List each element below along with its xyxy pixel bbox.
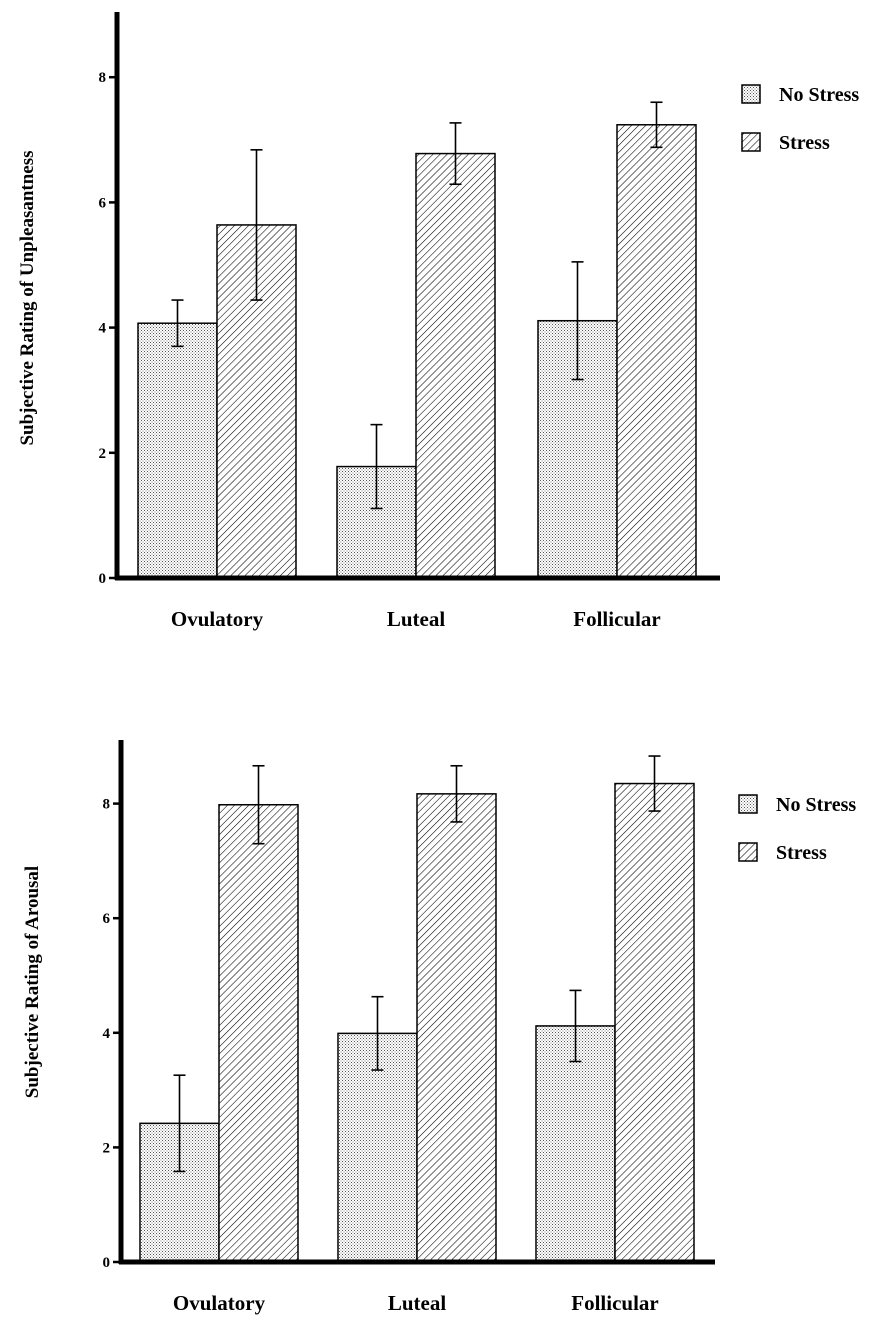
legend-label: No Stress (779, 84, 859, 106)
y-tick-label: 6 (99, 195, 107, 211)
y-axis-title: Subjective Rating of Arousal (22, 866, 43, 1098)
x-tick-label: Ovulatory (173, 1291, 266, 1315)
bar-stress-ovulatory (218, 803, 299, 1263)
bar-stress-follicular (614, 782, 695, 1263)
bar-stress-follicular (616, 124, 697, 579)
legend-label: Stress (779, 132, 830, 154)
y-axis-title: Subjective Rating of Unpleasantness (17, 150, 38, 445)
legend-swatch (738, 794, 758, 814)
x-tick-label: Luteal (387, 607, 446, 631)
x-tick-label: Follicular (573, 607, 661, 631)
y-tick-label: 2 (99, 446, 107, 462)
y-tick-label: 8 (103, 797, 111, 813)
bar-stress-luteal (415, 152, 496, 579)
y-tick-label: 0 (99, 571, 107, 587)
y-tick-label: 2 (103, 1140, 111, 1156)
legend-label: No Stress (776, 794, 856, 816)
y-tick-label: 0 (103, 1255, 111, 1271)
y-tick-label: 4 (103, 1026, 111, 1042)
x-tick-label: Follicular (571, 1291, 659, 1315)
y-tick-label: 6 (103, 911, 111, 927)
chart-panel-arousal: 0 2 4 6 8 Ovulatory Luteal Follicular Subjective… (22, 740, 856, 1315)
x-tick-label: Ovulatory (171, 607, 264, 631)
legend-swatch (738, 842, 758, 862)
bar-stress-luteal (416, 793, 497, 1263)
legend-swatch (741, 84, 761, 104)
x-tick-label: Luteal (388, 1291, 447, 1315)
y-tick-label: 4 (99, 321, 107, 337)
chart-panel-unpleasantness: 0 2 4 6 8 Ovulatory Luteal Follicular Subjective… (17, 12, 859, 631)
bar-no-stress-luteal (337, 1032, 418, 1263)
legend-swatch (741, 132, 761, 152)
bar-no-stress-ovulatory (137, 322, 218, 579)
y-tick-label: 8 (99, 70, 107, 86)
legend-label: Stress (776, 842, 827, 864)
